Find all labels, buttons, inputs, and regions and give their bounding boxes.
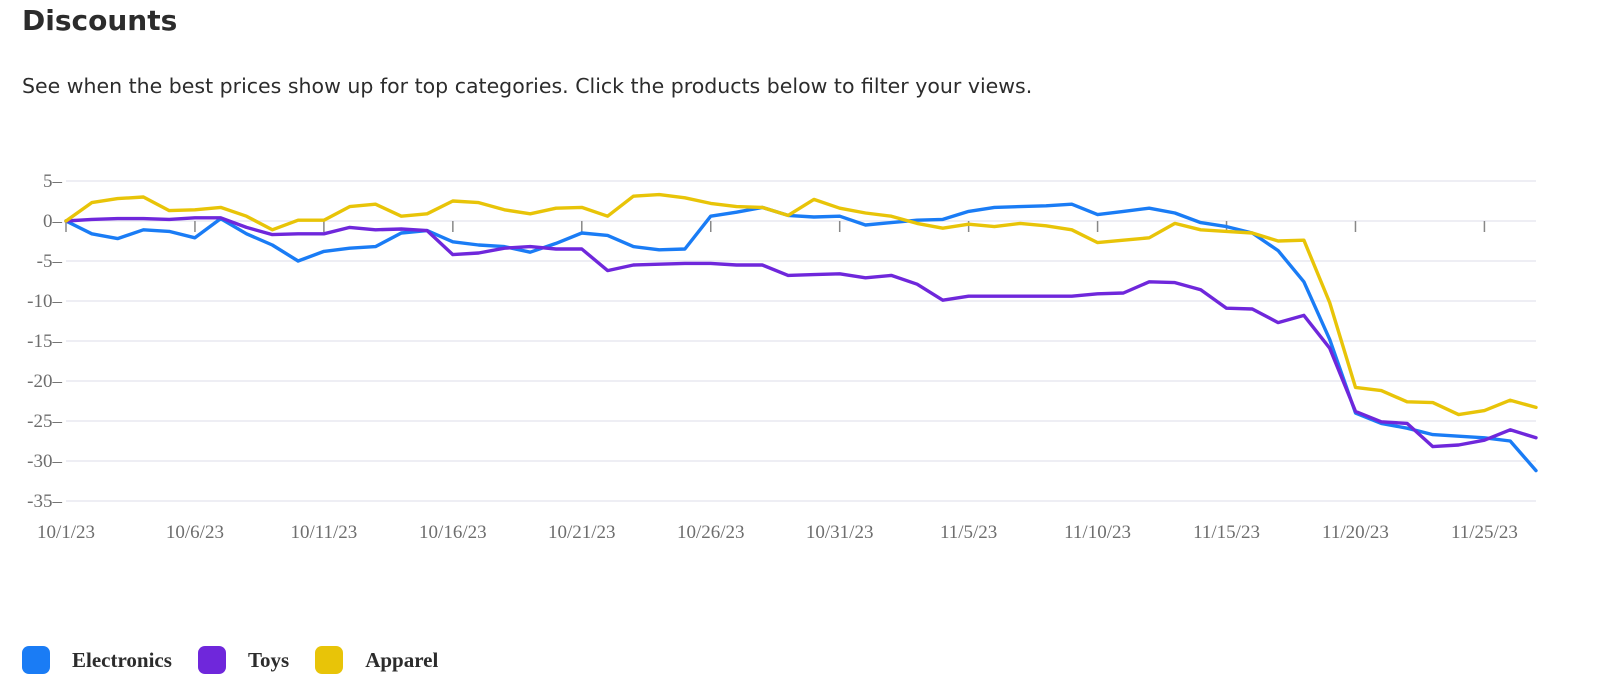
x-tick-label: 10/26/23 (677, 522, 745, 543)
y-tick-label: 0– (43, 211, 63, 232)
y-tick-label: -20– (27, 371, 62, 392)
grid-lines (66, 180, 1536, 502)
series-lines (64, 192, 1538, 473)
x-tick-label: 11/10/23 (1064, 522, 1131, 543)
x-tick-label: 10/1/23 (37, 522, 95, 543)
y-tick-label: -15– (27, 331, 62, 352)
series-line-toys (64, 216, 1538, 449)
series-line-electronics (64, 202, 1538, 473)
x-tick-label: 11/5/23 (940, 522, 997, 543)
x-tick-label: 10/16/23 (419, 522, 487, 543)
axes: 5– 0– -5– -10– -15– -20– -25– -30– -35– 10/1/23 10… (27, 171, 1518, 543)
legend-label-electronics: Electronics (72, 647, 172, 672)
series-line-apparel (64, 192, 1538, 417)
x-tick-label: 10/31/23 (806, 522, 874, 543)
legend: Electronics Toys Apparel (22, 646, 464, 674)
y-tick-label: -30– (27, 451, 62, 472)
x-tick-label: 11/15/23 (1193, 522, 1260, 543)
legend-item-electronics[interactable]: Electronics (22, 646, 172, 674)
x-tick-label: 11/25/23 (1451, 522, 1518, 543)
x-tick-label: 10/6/23 (166, 522, 224, 543)
y-tick-label: -35– (27, 491, 62, 512)
discounts-line-chart: 5– 0– -5– -10– -15– -20– -25– -30– -35– 10/1/23 10… (27, 171, 1538, 543)
legend-item-apparel[interactable]: Apparel (315, 646, 438, 674)
apparel-swatch (315, 646, 344, 674)
electronics-swatch (22, 646, 50, 674)
x-tick-label: 10/21/23 (548, 522, 616, 543)
y-tick-label: -10– (27, 291, 62, 312)
x-tick-label: 11/20/23 (1322, 522, 1389, 543)
legend-label-toys: Toys (247, 647, 290, 672)
y-tick-label: 5– (43, 171, 63, 192)
y-tick-label: -5– (37, 251, 63, 272)
toys-swatch (197, 646, 226, 674)
page-subtitle: See when the best prices show up for top… (22, 74, 1033, 98)
legend-item-toys[interactable]: Toys (197, 646, 290, 674)
page-title: Discounts (22, 4, 178, 37)
y-tick-label: -25– (27, 411, 62, 432)
x-tick-label: 10/11/23 (290, 522, 357, 543)
legend-label-apparel: Apparel (365, 647, 439, 672)
